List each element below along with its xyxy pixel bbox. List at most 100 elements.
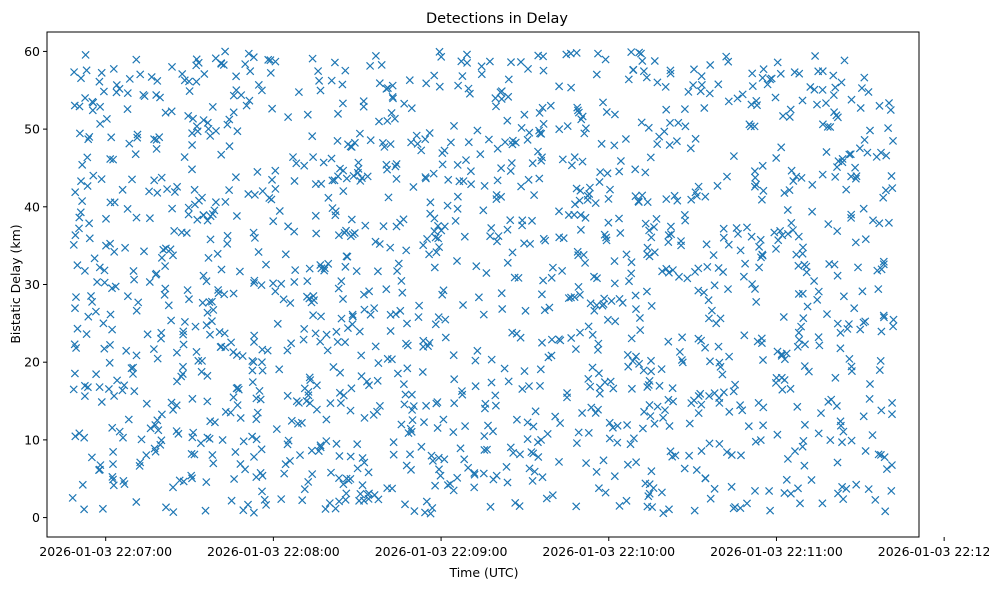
detection-point (418, 367, 427, 377)
y-tick-label: 10 (24, 432, 40, 447)
detection-point (572, 184, 581, 193)
detection-point (886, 105, 895, 115)
detection-point (542, 494, 551, 503)
detection-point (178, 69, 187, 79)
detection-point (628, 357, 637, 366)
detection-point (715, 398, 724, 407)
detection-point (562, 50, 571, 59)
detection-point (719, 233, 728, 242)
detection-point (539, 234, 548, 243)
detection-point (631, 352, 641, 361)
detection-point (583, 191, 592, 200)
detection-point (303, 110, 312, 119)
detection-point (314, 447, 323, 456)
detection-point (887, 410, 897, 419)
detection-point (831, 172, 840, 181)
detection-point (235, 267, 244, 276)
detection-point (356, 176, 365, 185)
detection-point (510, 273, 519, 282)
detection-point (833, 319, 842, 328)
detection-point (192, 77, 201, 86)
detection-point (712, 319, 721, 328)
detection-point (498, 304, 507, 314)
detection-point (610, 257, 619, 266)
detection-point (130, 275, 139, 284)
detection-point (184, 295, 194, 304)
detection-point (836, 421, 845, 430)
detection-point (402, 319, 412, 328)
detection-point (684, 87, 693, 96)
detection-point (666, 222, 675, 231)
detection-point (86, 291, 96, 301)
detection-point (80, 266, 89, 275)
detection-point (517, 123, 526, 132)
detection-point (314, 67, 323, 76)
detection-point (320, 266, 329, 275)
detection-point (441, 333, 450, 342)
detection-point (479, 469, 488, 478)
detection-point (430, 214, 439, 223)
detection-point (493, 176, 502, 185)
detection-point (419, 418, 429, 427)
detection-point (108, 475, 118, 484)
detection-point (203, 308, 212, 317)
x-tick-label: 2026-01-03 22:11:00 (710, 544, 843, 559)
detection-point (624, 362, 633, 371)
detection-point (359, 290, 369, 299)
detection-point (584, 374, 593, 383)
detection-point (172, 348, 181, 357)
detection-point (188, 140, 197, 150)
y-tick-label: 30 (24, 277, 40, 292)
detection-point (292, 397, 301, 406)
detection-point (136, 70, 145, 79)
detection-point (157, 410, 166, 419)
detection-point (813, 295, 822, 304)
detection-point (687, 399, 696, 408)
detection-point (497, 164, 506, 173)
detection-point (437, 52, 446, 61)
detection-point (643, 243, 652, 252)
detection-point (225, 186, 234, 195)
detection-point (366, 61, 375, 70)
detection-point (244, 49, 253, 58)
detection-point (562, 393, 572, 402)
detection-point (465, 89, 474, 98)
detection-point (629, 65, 638, 75)
detection-point (554, 207, 564, 216)
detection-point (250, 190, 259, 199)
detection-point (95, 465, 104, 474)
detection-point (592, 274, 602, 283)
detection-point (520, 367, 529, 376)
detection-point (304, 477, 313, 486)
detection-point (842, 185, 851, 194)
detection-point (603, 169, 612, 178)
detection-point (795, 69, 804, 78)
detection-point (487, 378, 496, 387)
detection-point (881, 186, 890, 195)
detection-point (95, 77, 104, 86)
detection-point (736, 401, 745, 410)
detection-point (766, 506, 775, 515)
detection-point (706, 494, 715, 503)
detection-point (603, 315, 612, 324)
detection-point (106, 310, 115, 319)
detection-point (567, 333, 576, 343)
detection-point (383, 484, 392, 493)
detection-point (480, 445, 489, 455)
detection-point (90, 254, 99, 263)
detection-point (109, 447, 118, 456)
detection-point (337, 314, 346, 323)
detection-point (692, 191, 701, 200)
detection-point (632, 458, 641, 467)
detection-point (456, 444, 465, 453)
detection-point (96, 102, 105, 111)
detection-point (260, 495, 269, 504)
detection-point (308, 132, 317, 141)
detection-point (487, 223, 496, 233)
detection-point (574, 282, 583, 291)
detection-point (454, 81, 463, 90)
detection-point (85, 219, 94, 228)
detection-point (642, 287, 651, 296)
detection-point (100, 278, 109, 287)
detection-point (232, 384, 241, 393)
